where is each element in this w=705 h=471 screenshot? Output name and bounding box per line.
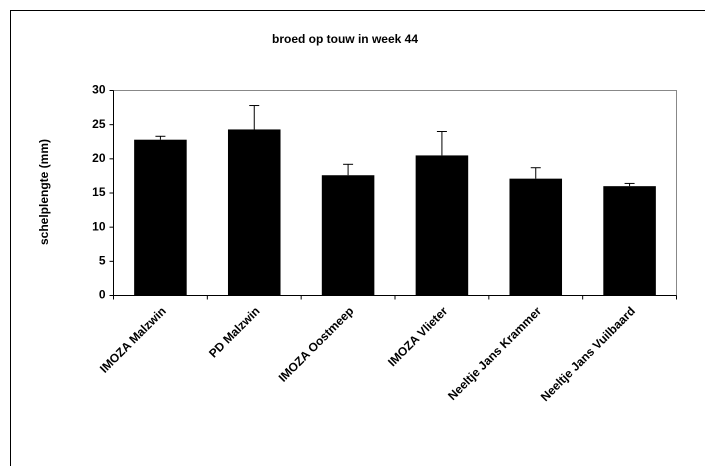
bar bbox=[416, 155, 469, 295]
y-axis-label: schelplengte (mm) bbox=[37, 139, 51, 245]
y-tick-label: 20 bbox=[92, 151, 106, 165]
bar bbox=[134, 140, 187, 296]
plot-area bbox=[114, 91, 677, 296]
y-tick-label: 30 bbox=[92, 83, 106, 97]
bar bbox=[509, 179, 562, 296]
y-tick-label: 25 bbox=[92, 117, 106, 131]
chart-title: broed op touw in week 44 bbox=[272, 32, 418, 46]
bar bbox=[228, 129, 281, 295]
y-tick-label: 15 bbox=[92, 185, 106, 199]
y-tick-label: 10 bbox=[92, 219, 106, 233]
bar bbox=[603, 186, 656, 295]
y-tick-label: 0 bbox=[99, 288, 106, 302]
bar bbox=[322, 175, 375, 295]
y-tick-label: 5 bbox=[99, 254, 106, 268]
